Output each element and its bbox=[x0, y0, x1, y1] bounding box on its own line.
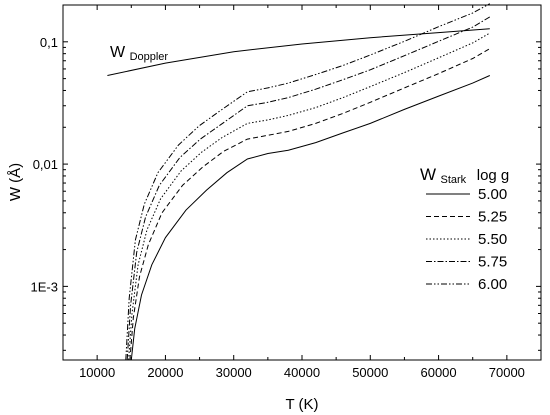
x-tick-label: 30000 bbox=[216, 365, 252, 380]
stark-line-5-50 bbox=[128, 32, 491, 361]
legend-entries: 5.00 5.25 5.50 5.75 6.00 bbox=[426, 186, 507, 293]
x-axis-ticks: 10000 20000 30000 40000 50000 60000 70000 bbox=[62, 5, 542, 380]
y-tick-label: 0,1 bbox=[40, 35, 58, 50]
x-axis-title: T (K) bbox=[285, 396, 318, 413]
legend-label: 5.25 bbox=[478, 209, 507, 226]
legend: W Stark log g 5.00 5.25 5.50 5.75 6.00 bbox=[420, 165, 509, 293]
x-tick-label: 10000 bbox=[79, 365, 115, 380]
x-tick-label: 50000 bbox=[352, 365, 388, 380]
doppler-annotation: W Doppler bbox=[110, 44, 168, 63]
legend-title: W Stark bbox=[420, 165, 467, 186]
doppler-line bbox=[107, 28, 490, 76]
series-layer bbox=[107, 3, 491, 361]
x-tick-label: 40000 bbox=[284, 365, 320, 380]
legend-label: 6.00 bbox=[478, 276, 507, 293]
y-tick-label: 1E-3 bbox=[31, 279, 58, 294]
y-tick-label: 0,01 bbox=[33, 157, 58, 172]
stark-line-5-00 bbox=[130, 75, 491, 361]
y-axis-ticks: 1E-3 0,01 0,1 bbox=[31, 4, 541, 351]
x-tick-label: 20000 bbox=[147, 365, 183, 380]
y-axis-title: W (Å) bbox=[7, 163, 24, 201]
stark-line-5-25 bbox=[129, 48, 491, 361]
legend-label: 5.00 bbox=[478, 186, 507, 203]
stark-line-6-00 bbox=[125, 3, 491, 361]
x-tick-label: 70000 bbox=[489, 365, 525, 380]
legend-param: log g bbox=[477, 167, 510, 184]
legend-label: 5.50 bbox=[478, 231, 507, 248]
x-tick-label: 60000 bbox=[420, 365, 456, 380]
stark-line-5-75 bbox=[126, 16, 491, 361]
legend-label: 5.75 bbox=[478, 254, 507, 271]
